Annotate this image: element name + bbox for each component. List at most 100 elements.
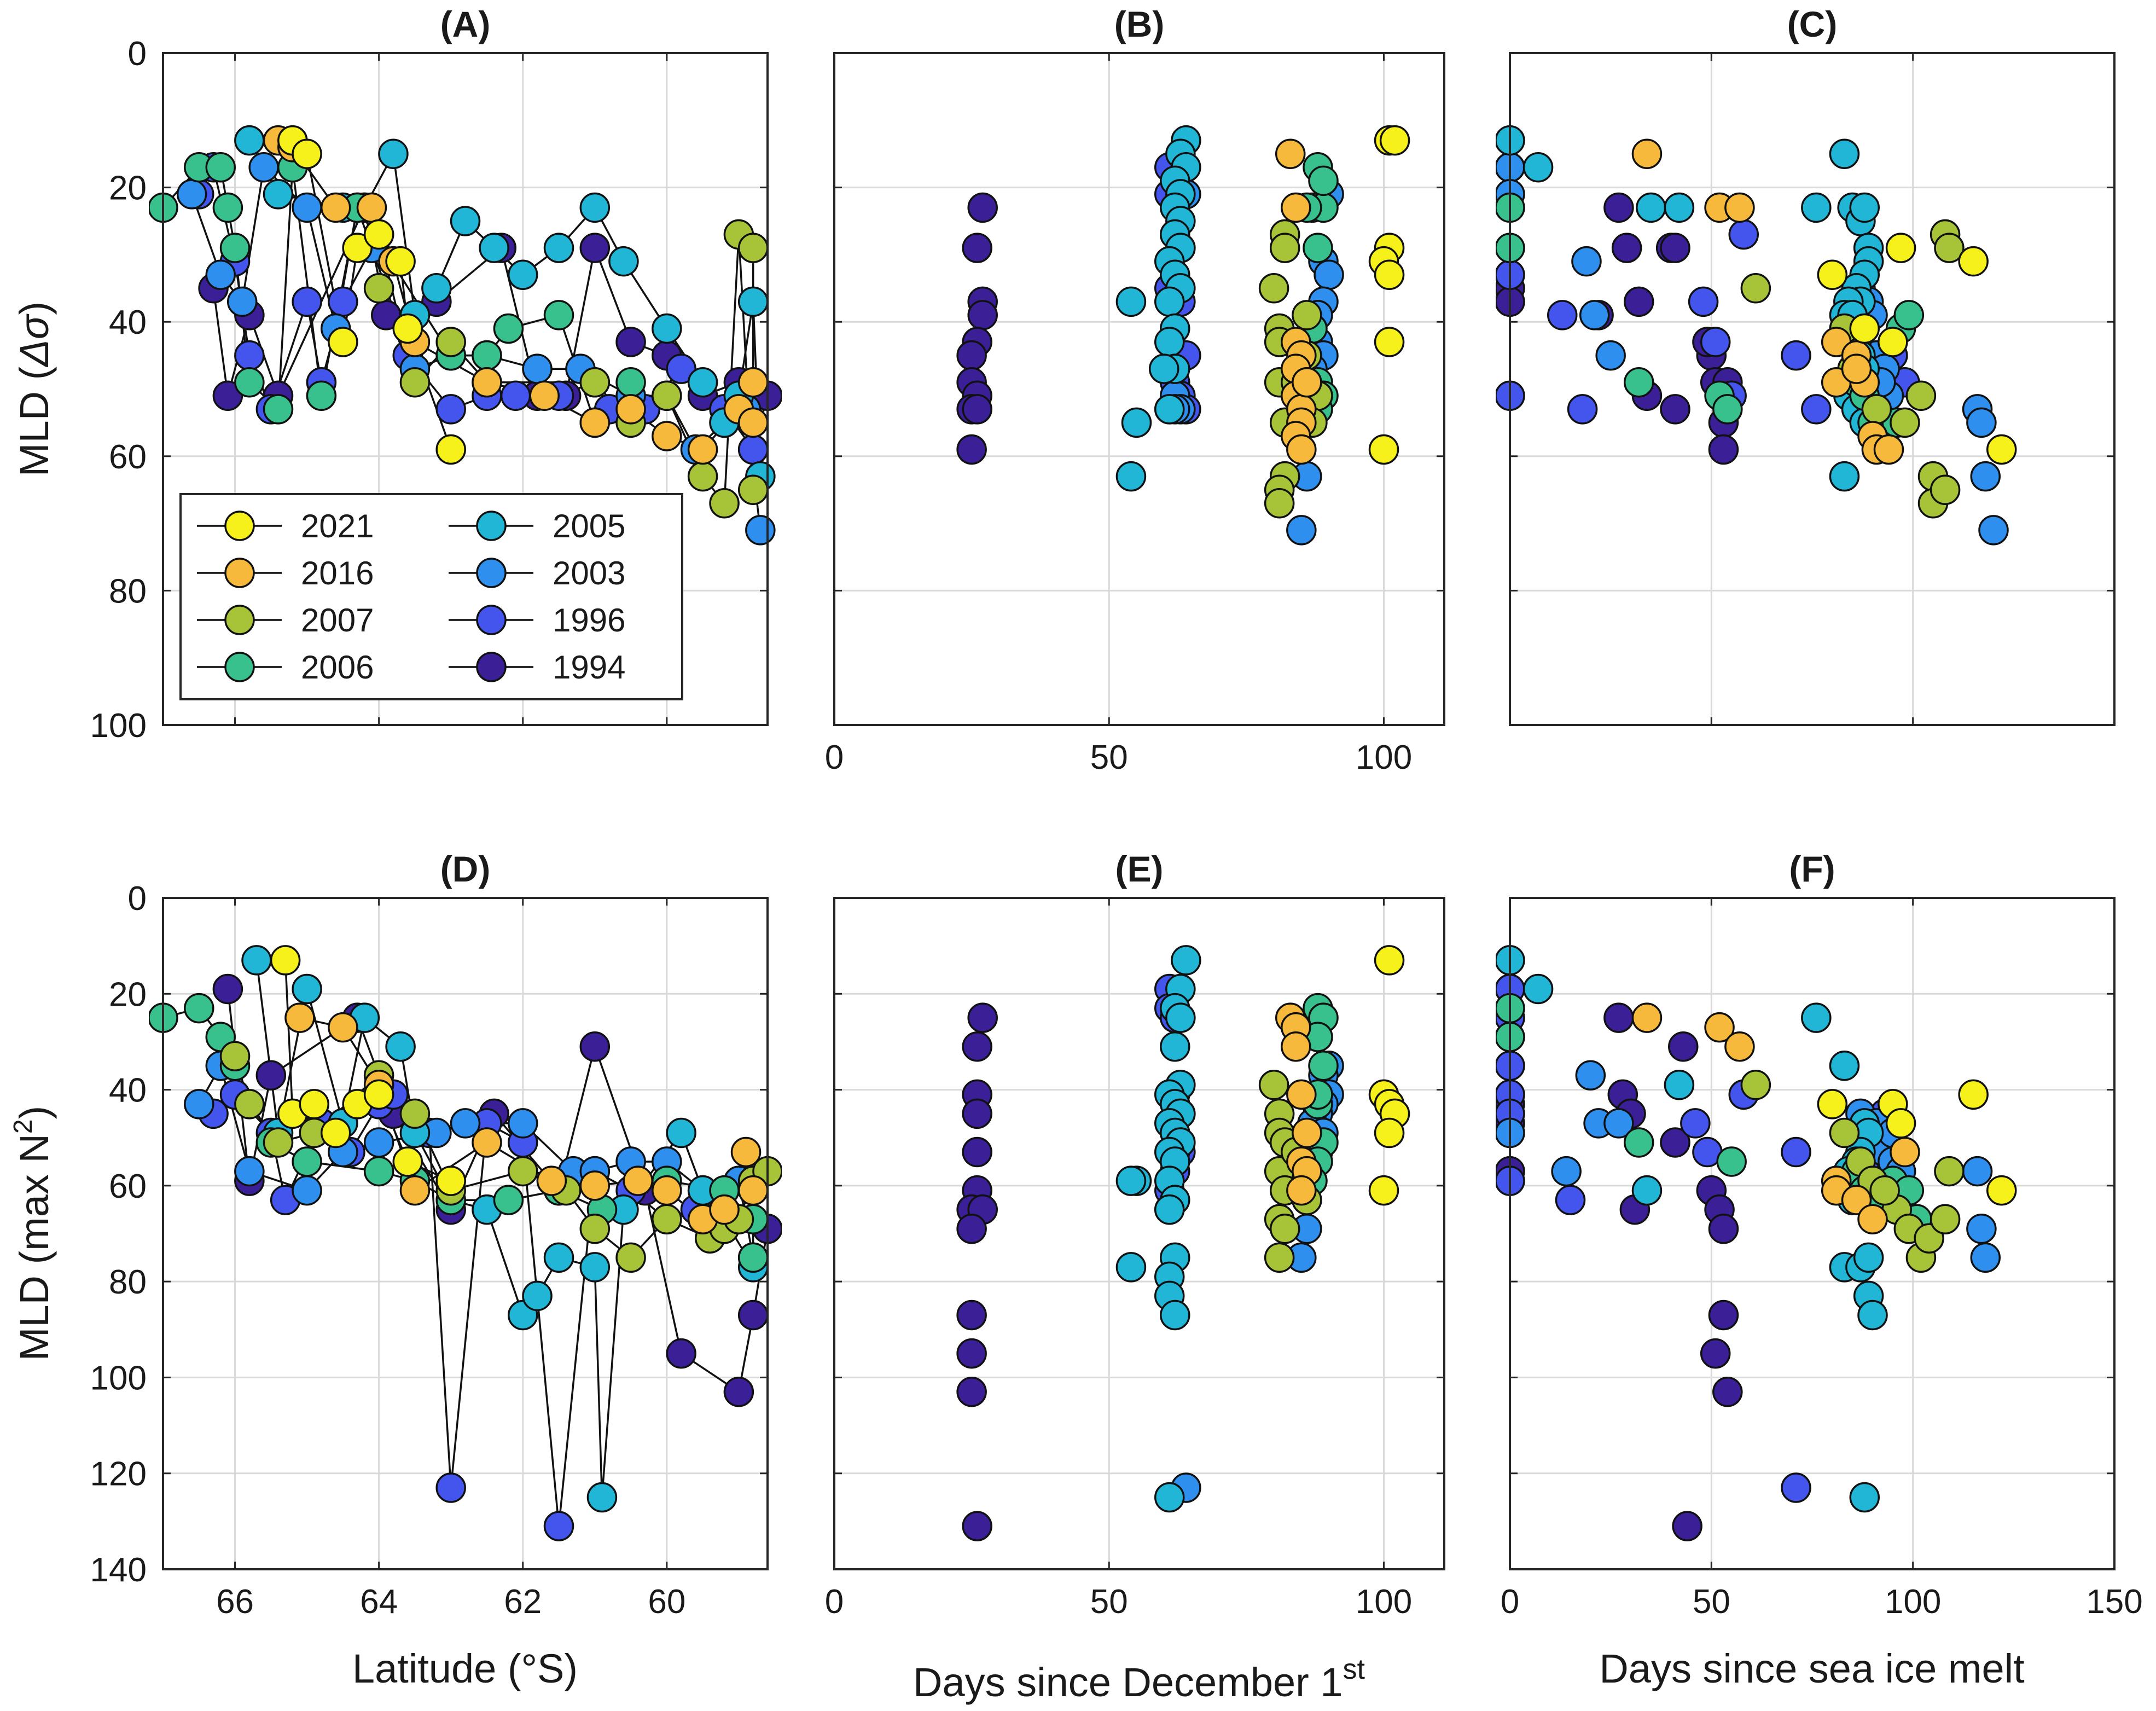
legend-label-2016: 2016 xyxy=(301,555,374,591)
data-point-2006 xyxy=(292,1146,322,1177)
data-point-2016 xyxy=(1286,1079,1317,1110)
panel-c: (C) xyxy=(1496,4,2116,726)
data-point-2005 xyxy=(687,367,718,398)
data-point-2021 xyxy=(385,246,416,277)
data-point-2016 xyxy=(472,367,502,398)
xtick-label: 50 xyxy=(1693,1583,1730,1621)
data-point-2006 xyxy=(1716,1146,1747,1177)
data-point-2005 xyxy=(1829,138,1860,169)
legend-marker-1994 xyxy=(476,652,507,682)
data-point-2006 xyxy=(184,993,214,1024)
panel-b: 0 50 100 (B) xyxy=(825,4,1445,776)
data-point-2021 xyxy=(1374,327,1405,357)
data-point-2005 xyxy=(1853,1242,1884,1273)
data-point-2007 xyxy=(1258,273,1289,304)
data-point-2007 xyxy=(399,1098,431,1129)
data-point-2021 xyxy=(1958,1079,1989,1110)
data-point-2006 xyxy=(1623,1127,1654,1158)
legend-label-2007: 2007 xyxy=(301,602,374,639)
data-point-1994 xyxy=(212,380,243,411)
data-point-1994 xyxy=(1660,1127,1690,1158)
data-point-2003 xyxy=(507,1108,538,1139)
panel-title: (F) xyxy=(1789,849,1835,889)
data-point-2016 xyxy=(1841,353,1872,384)
data-point-1994 xyxy=(1603,1002,1634,1033)
data-point-1994 xyxy=(1603,192,1634,223)
data-point-1994 xyxy=(967,192,998,223)
data-point-1994 xyxy=(967,1002,998,1033)
data-point-2005 xyxy=(1115,461,1147,492)
panel-d: 0 20 40 60 80 100 120 140 66 64 62 60 (D) xyxy=(90,849,782,1621)
data-point-1996 xyxy=(1781,340,1811,371)
xlabel-days-sup: st xyxy=(1343,1654,1365,1685)
data-point-2005 xyxy=(543,233,574,263)
ytick-label: 100 xyxy=(90,707,147,745)
data-point-2016 xyxy=(1286,434,1317,465)
data-point-1994 xyxy=(1712,1376,1743,1407)
data-point-1996 xyxy=(328,286,358,317)
data-point-2016 xyxy=(284,1002,315,1033)
data-point-2003 xyxy=(1286,515,1317,546)
data-point-1994 xyxy=(737,1300,769,1331)
data-point-2003 xyxy=(205,259,236,290)
data-point-2016 xyxy=(1857,1204,1888,1234)
data-point-2003 xyxy=(1575,1060,1606,1091)
data-point-2021 xyxy=(1368,434,1399,465)
data-point-1994 xyxy=(1660,233,1690,263)
ytick-label: 20 xyxy=(109,170,147,207)
xtick-label: 100 xyxy=(1885,1583,1941,1621)
data-point-2005 xyxy=(1160,1031,1190,1062)
data-point-2016 xyxy=(687,434,718,465)
data-point-2005 xyxy=(1154,286,1185,317)
data-point-2005 xyxy=(241,945,272,976)
data-point-2003 xyxy=(745,515,776,546)
data-point-1994 xyxy=(1611,233,1642,263)
data-point-2005 xyxy=(292,973,322,1005)
axes-frame xyxy=(1509,52,2116,726)
data-point-1996 xyxy=(435,1472,466,1503)
panel-title: (D) xyxy=(440,849,491,889)
data-point-2005 xyxy=(1154,1482,1185,1513)
data-point-2007 xyxy=(399,367,431,398)
axes-frame xyxy=(1509,897,2116,1570)
data-point-2016 xyxy=(579,1170,611,1201)
data-point-1994 xyxy=(956,1376,987,1407)
panel-f: 0 50 100 150 (F) xyxy=(1496,849,2143,1621)
data-point-2005 xyxy=(1849,1482,1880,1513)
data-point-1994 xyxy=(579,1031,611,1062)
data-point-2005 xyxy=(1636,192,1666,223)
data-point-1996 xyxy=(1801,394,1832,425)
data-point-1994 xyxy=(1623,286,1654,317)
data-point-1994 xyxy=(956,1213,987,1244)
data-point-2021 xyxy=(1878,327,1908,357)
data-point-2016 xyxy=(1724,192,1755,223)
data-point-2003 xyxy=(1551,1156,1582,1187)
data-point-2005 xyxy=(1160,1300,1190,1331)
data-point-1994 xyxy=(1708,1300,1739,1331)
legend-label-2021: 2021 xyxy=(301,508,374,544)
data-point-2016 xyxy=(1286,1175,1317,1206)
xtick-label: 50 xyxy=(1090,1583,1128,1621)
legend-label-1996: 1996 xyxy=(553,602,625,639)
data-point-2016 xyxy=(1631,1002,1663,1033)
data-layer xyxy=(1496,125,2017,546)
data-point-2005 xyxy=(737,286,769,317)
data-point-2007 xyxy=(1740,1070,1771,1100)
data-point-2005 xyxy=(1154,394,1185,425)
data-point-1994 xyxy=(1660,394,1690,425)
data-point-2016 xyxy=(320,192,351,223)
data-point-2005 xyxy=(1801,192,1832,223)
data-point-2021 xyxy=(435,434,466,465)
data-point-1994 xyxy=(579,233,611,263)
ylabel-bottom-sup: 2 xyxy=(9,1119,38,1134)
legend-marker-2007 xyxy=(224,605,255,635)
legend-marker-2016 xyxy=(224,558,255,588)
xlabel-days-main: Days since December 1 xyxy=(913,1660,1343,1705)
data-point-2016 xyxy=(615,394,646,425)
data-point-2003 xyxy=(184,1089,214,1120)
data-point-1994 xyxy=(962,1098,992,1129)
data-point-2016 xyxy=(1275,138,1306,169)
data-point-2016 xyxy=(529,380,560,411)
data-point-2006 xyxy=(363,1156,394,1187)
legend-label-1994: 1994 xyxy=(553,649,625,686)
